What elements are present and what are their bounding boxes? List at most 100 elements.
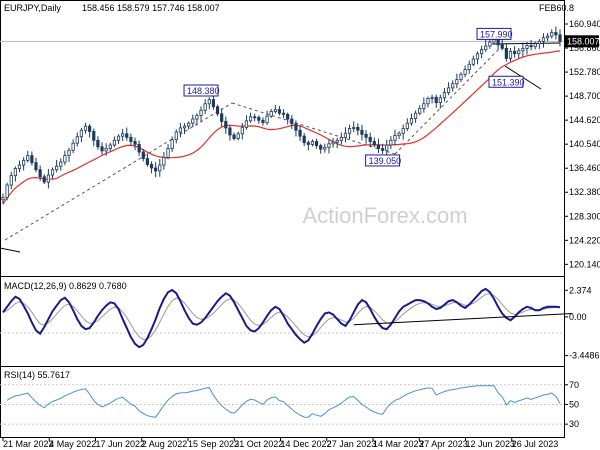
candle-body bbox=[22, 159, 26, 166]
trendlines bbox=[0, 42, 561, 253]
candle-body bbox=[42, 176, 46, 183]
price-tick-label: 156.860 bbox=[569, 43, 600, 53]
time-tick-label: 27 Jan 2023 bbox=[327, 439, 377, 449]
price-tick-label: 152.780 bbox=[569, 67, 600, 77]
candle-body bbox=[277, 109, 282, 114]
candle-body bbox=[339, 136, 343, 141]
annotation-label: 151.390 bbox=[492, 77, 525, 87]
candle-body bbox=[438, 97, 442, 103]
candle-body bbox=[265, 115, 269, 124]
candle-body bbox=[244, 120, 249, 128]
candle-body bbox=[17, 164, 22, 169]
candle-body bbox=[104, 148, 108, 152]
time-tick-label: 26 Jul 2023 bbox=[512, 439, 559, 449]
macd-tick-label: 2.374 bbox=[569, 285, 592, 295]
candle-body bbox=[141, 151, 145, 159]
rsi-tick-label: 30 bbox=[569, 419, 579, 429]
candle-body bbox=[327, 143, 331, 148]
current-price-value: 158.007 bbox=[567, 36, 600, 46]
candle-body bbox=[92, 131, 96, 141]
candle-body bbox=[46, 174, 50, 183]
candle-body bbox=[331, 141, 335, 145]
trendline-lower bbox=[0, 247, 21, 253]
candle-body bbox=[475, 53, 480, 60]
candle-body bbox=[116, 135, 121, 141]
candle-body bbox=[546, 35, 550, 39]
candle-body bbox=[537, 40, 541, 45]
candle-body bbox=[484, 45, 488, 50]
candle-body bbox=[240, 126, 244, 135]
time-tick-label: 31 Oct 2022 bbox=[234, 439, 283, 449]
candle-body bbox=[281, 112, 286, 115]
candle-body bbox=[30, 155, 34, 164]
annotation-box bbox=[476, 27, 512, 40]
candle-body bbox=[162, 156, 166, 166]
candle-body bbox=[451, 83, 455, 89]
price-annotation: 151.390 bbox=[488, 75, 525, 88]
candle-body bbox=[232, 134, 236, 139]
candle-body bbox=[290, 118, 294, 125]
time-tick-label: 27 Apr 2023 bbox=[419, 439, 468, 449]
candle-body bbox=[442, 92, 447, 99]
candle-body bbox=[434, 96, 438, 103]
price-tick-label: 128.300 bbox=[569, 211, 600, 221]
candle-body bbox=[75, 136, 79, 144]
candle-body bbox=[463, 69, 467, 75]
annotation-label: 157.990 bbox=[480, 29, 513, 39]
candle-body bbox=[467, 63, 471, 71]
macd-tick-label: -3.4486 bbox=[569, 351, 600, 361]
candle-body bbox=[426, 98, 430, 105]
candle-body bbox=[488, 41, 492, 47]
candle-body bbox=[413, 112, 418, 119]
candle-body bbox=[133, 141, 137, 145]
candle-body bbox=[310, 141, 315, 145]
candle-body bbox=[319, 145, 323, 150]
candle-body bbox=[389, 139, 393, 146]
time-tick-label: 14 Mar 2023 bbox=[373, 439, 424, 449]
candle-body bbox=[100, 146, 104, 152]
candle-body bbox=[50, 169, 55, 176]
candle-body bbox=[34, 162, 38, 171]
candle-body bbox=[182, 125, 187, 129]
annotation-box bbox=[365, 154, 401, 167]
price-tick-label: 160.940 bbox=[569, 19, 600, 29]
candle-body bbox=[121, 133, 125, 137]
candle-body bbox=[525, 45, 529, 49]
rsi-line bbox=[6, 385, 561, 418]
time-tick-label: 2 Aug 2022 bbox=[142, 439, 188, 449]
price-tick-label: 132.380 bbox=[569, 187, 600, 197]
candle-body bbox=[83, 125, 88, 131]
top-right-label: FEB60.8 bbox=[539, 3, 574, 13]
candle-body bbox=[170, 139, 174, 149]
candle-body bbox=[199, 109, 203, 116]
candle-body bbox=[137, 144, 141, 153]
rsi-title: RSI(14) 55.7617 bbox=[4, 370, 70, 380]
candle-body bbox=[347, 128, 352, 134]
candle-body bbox=[253, 116, 257, 119]
candle-body bbox=[430, 96, 434, 99]
candle-body bbox=[63, 155, 67, 163]
candle-body bbox=[446, 87, 451, 93]
candle-body bbox=[393, 135, 397, 141]
candle-body bbox=[178, 127, 183, 133]
candle-body bbox=[149, 164, 154, 169]
rsi-tick-label: 50 bbox=[569, 399, 579, 409]
price-tick-label: 148.700 bbox=[569, 91, 600, 101]
wedge-upper bbox=[491, 42, 561, 45]
candle-body bbox=[203, 103, 207, 111]
time-tick-label: 14 Dec 2022 bbox=[281, 439, 332, 449]
candle-body bbox=[521, 47, 525, 52]
macd-axis: 2.374 0.00 -3.4486 bbox=[564, 285, 600, 361]
candle-body bbox=[191, 118, 195, 124]
macd-trendline bbox=[353, 313, 573, 326]
candle-body bbox=[13, 168, 17, 177]
candle-body bbox=[286, 113, 290, 120]
candle-body bbox=[364, 133, 368, 138]
candle-body bbox=[550, 32, 554, 37]
price-tick-label: 120.140 bbox=[569, 259, 600, 269]
price-annotation: 157.990 bbox=[476, 27, 513, 40]
macd-tick-label: 0.00 bbox=[569, 312, 587, 322]
time-tick-label: 17 Jun 2022 bbox=[96, 439, 146, 449]
price-axis: 160.940 156.860 152.780 148.700 144.620 140.5… bbox=[564, 19, 600, 269]
